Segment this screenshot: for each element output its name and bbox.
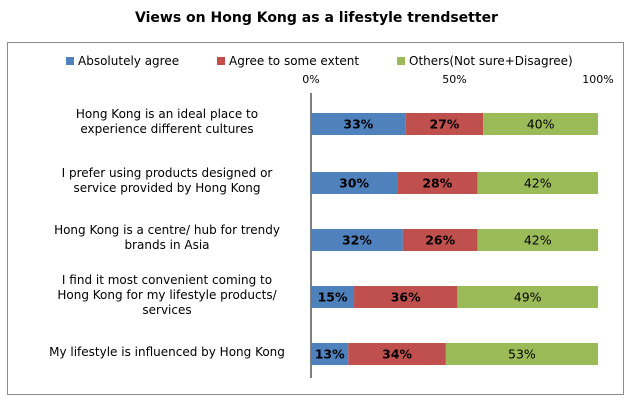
data-label-agree-to-some-extent-2: 26%: [425, 233, 455, 248]
data-label-agree-to-some-extent-0: 27%: [429, 117, 459, 132]
bar-others-not-sure-disagree-2: [477, 229, 598, 251]
bar-absolutely-agree-4: [311, 343, 349, 365]
bar-agree-to-some-extent-0: [405, 113, 484, 135]
category-label-line: service provided by Hong Kong: [73, 181, 261, 195]
data-label-others-not-sure-disagree-2: 42%: [524, 233, 552, 248]
category-label-1: I prefer using products designed or servi…: [32, 166, 302, 196]
bar-others-not-sure-disagree-1: [477, 172, 598, 194]
data-label-others-not-sure-disagree-1: 42%: [524, 176, 552, 191]
legend-swatch-others-not-sure-disagree: [397, 57, 405, 65]
bar-others-not-sure-disagree-4: [445, 343, 598, 365]
category-label-line: I prefer using products designed or: [61, 166, 273, 180]
legend-label-others-not-sure-disagree: Others(Not sure+Disagree): [409, 54, 573, 68]
bar-agree-to-some-extent-3: [354, 286, 458, 308]
bar-agree-to-some-extent-4: [348, 343, 446, 365]
bar-others-not-sure-disagree-3: [457, 286, 598, 308]
category-label-line: Hong Kong is a centre/ hub for trendy: [54, 223, 280, 237]
category-label-line: experience different cultures: [80, 122, 254, 136]
legend-label-absolutely-agree: Absolutely agree: [78, 54, 179, 68]
bar-absolutely-agree-2: [311, 229, 403, 251]
category-label-line: services: [142, 302, 192, 317]
bar-absolutely-agree-3: [311, 286, 355, 308]
bar-others-not-sure-disagree-0: [483, 113, 598, 135]
legend-label-agree-to-some-extent: Agree to some extent: [229, 54, 359, 68]
category-label-line: I find it most convenient coming to: [61, 272, 273, 287]
category-label-2: Hong Kong is a centre/ hub for trendy bra…: [32, 223, 302, 253]
category-label-line: Hong Kong is an ideal place to: [75, 107, 259, 121]
category-label-line: My lifestyle is influenced by Hong Kong: [49, 344, 285, 359]
data-label-agree-to-some-extent-3: 36%: [391, 290, 421, 305]
category-label-0: Hong Kong is an ideal place to experience…: [32, 107, 302, 137]
category-label-line: Hong Kong for my lifestyle products/: [57, 287, 277, 302]
data-label-absolutely-agree-4: 13%: [315, 347, 345, 362]
data-label-agree-to-some-extent-1: 28%: [422, 176, 452, 191]
x-tick-label-100: 100%: [582, 73, 613, 86]
bar-absolutely-agree-1: [311, 172, 398, 194]
bar-agree-to-some-extent-1: [397, 172, 478, 194]
bar-absolutely-agree-0: [311, 113, 406, 135]
x-tick-label-0: 0%: [302, 73, 319, 86]
data-label-absolutely-agree-3: 15%: [318, 290, 348, 305]
data-label-absolutely-agree-2: 32%: [342, 233, 372, 248]
category-label-3: I find it most convenient coming to Hong …: [32, 273, 302, 318]
data-label-others-not-sure-disagree-3: 49%: [514, 290, 542, 305]
chart-title: Views on Hong Kong as a lifestyle trends…: [135, 10, 498, 26]
data-label-agree-to-some-extent-4: 34%: [382, 347, 412, 362]
data-label-absolutely-agree-1: 30%: [339, 176, 369, 191]
data-label-others-not-sure-disagree-0: 40%: [527, 117, 555, 132]
category-label-line: brands in Asia: [124, 238, 210, 252]
x-tick-label-50: 50%: [442, 73, 466, 86]
chart-frame: [7, 42, 624, 395]
bar-agree-to-some-extent-2: [402, 229, 478, 251]
data-label-others-not-sure-disagree-4: 53%: [508, 347, 536, 362]
legend-swatch-agree-to-some-extent: [217, 57, 225, 65]
legend-swatch-absolutely-agree: [66, 57, 74, 65]
data-label-absolutely-agree-0: 33%: [343, 117, 373, 132]
category-label-4: My lifestyle is influenced by Hong Kong: [32, 345, 302, 360]
